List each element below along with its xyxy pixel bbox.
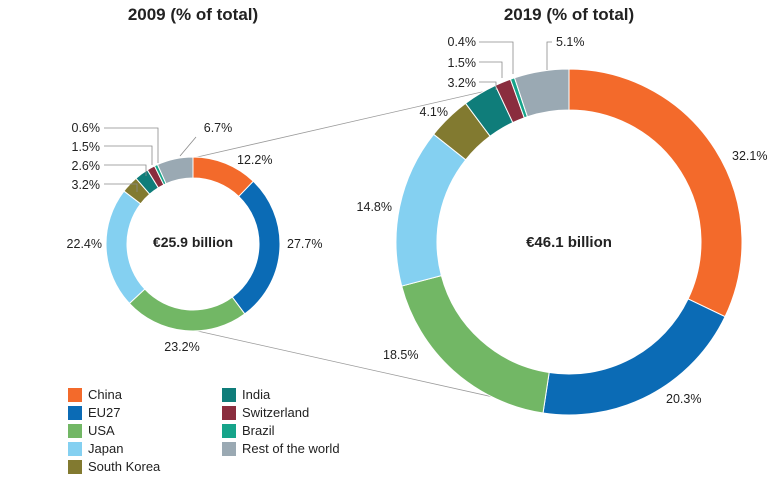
label-2009-brazil: 0.6% [72,121,101,135]
legend-label-usa: USA [88,423,115,438]
leader-2019-rest-of-world [546,41,552,70]
slice-2009-usa [128,288,246,332]
leader-2019-brazil [479,41,514,74]
leader-2009-south-korea [104,183,138,192]
label-2019-brazil: 0.4% [448,35,477,49]
legend-swatch-india [222,388,236,402]
legend-label-japan: Japan [88,441,123,456]
legend-label-rest-of-world: Rest of the world [242,441,340,456]
slice-2019-rest-of-the-world [513,68,570,118]
label-2019-switzerland: 1.5% [448,56,477,70]
leader-2009-brazil [104,127,159,163]
legend-swatch-japan [68,442,82,456]
legend: China EU27 USA Japan South Korea India S… [68,387,340,474]
legend-swatch-south-korea [68,460,82,474]
leader-2019-india [479,81,497,90]
label-2019-south-korea: 4.1% [420,105,449,119]
label-2009-china: 12.2% [237,153,272,167]
legend-swatch-china [68,388,82,402]
legend-label-switzerland: Switzerland [242,405,309,420]
legend-label-india: India [242,387,271,402]
label-2009-south-korea: 3.2% [72,178,101,192]
label-2009-rest-of-world: 6.7% [204,121,233,135]
legend-swatch-eu27 [68,406,82,420]
label-2009-eu27: 27.7% [287,237,322,251]
legend-swatch-usa [68,424,82,438]
slice-2019-usa [401,275,550,414]
slice-2019-china [568,68,743,318]
slice-2019-japan [395,133,467,287]
slice-2009-japan [105,190,146,305]
label-2019-japan: 14.8% [357,200,392,214]
label-2019-rest-of-world: 5.1% [556,35,585,49]
total-2019: €46.1 billion [526,234,612,251]
label-2009-switzerland: 1.5% [72,140,101,154]
label-2009-usa: 23.2% [164,340,199,354]
title-2009: 2009 (% of total) [128,5,258,24]
label-2019-china: 32.1% [732,149,767,163]
label-2019-eu27: 20.3% [666,392,701,406]
title-2019: 2019 (% of total) [504,5,634,24]
label-2019-india: 3.2% [448,76,477,90]
label-2009-india: 2.6% [72,159,101,173]
legend-swatch-brazil [222,424,236,438]
label-2009-japan: 22.4% [67,237,102,251]
leader-2009-switzerland [104,145,153,165]
slice-2009-eu27 [231,180,281,315]
leader-2019-switzerland [479,61,503,78]
leader-2009-rest-of-world [179,136,197,157]
legend-label-south-korea: South Korea [88,459,161,474]
legend-label-eu27: EU27 [88,405,121,420]
total-2009: €25.9 billion [153,234,233,250]
legend-label-brazil: Brazil [242,423,275,438]
legend-swatch-switzerland [222,406,236,420]
slice-2009-rest-of-the-world [156,156,194,185]
donut-2009 [105,156,281,332]
legend-label-china: China [88,387,123,402]
label-2019-usa: 18.5% [383,348,418,362]
donut-2019 [395,68,743,416]
leader-2009-india [104,164,147,176]
legend-swatch-rest-of-world [222,442,236,456]
